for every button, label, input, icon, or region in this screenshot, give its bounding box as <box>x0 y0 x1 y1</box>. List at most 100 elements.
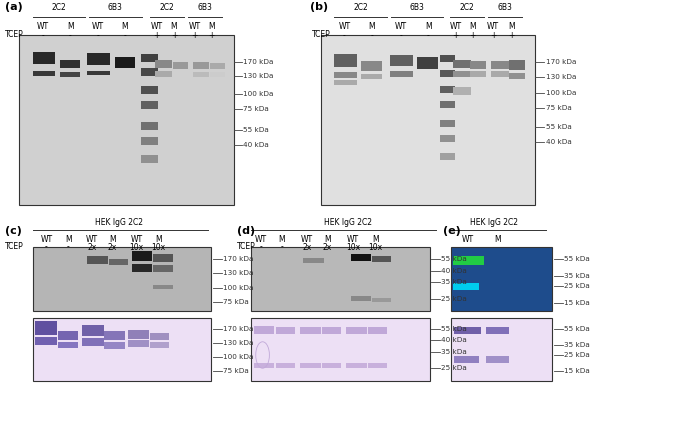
Text: 40 kDa: 40 kDa <box>441 337 467 344</box>
Text: 6B3: 6B3 <box>410 4 425 12</box>
Text: HEK IgG 2C2: HEK IgG 2C2 <box>95 218 143 227</box>
Text: TCEP: TCEP <box>5 30 24 39</box>
Text: 170 kDa: 170 kDa <box>223 326 254 332</box>
Bar <box>276 363 295 368</box>
Bar <box>453 71 471 77</box>
Text: 15 kDa: 15 kDa <box>564 368 590 374</box>
Text: M: M <box>469 22 476 31</box>
Text: 2x: 2x <box>87 243 97 251</box>
Bar <box>334 54 357 67</box>
Text: 2x: 2x <box>323 243 332 251</box>
Bar <box>346 363 367 368</box>
Bar <box>141 155 158 163</box>
Text: 55 kDa: 55 kDa <box>441 326 467 332</box>
Bar <box>334 80 357 85</box>
Bar <box>254 363 274 368</box>
Text: +: + <box>452 31 459 40</box>
Text: 55 kDa: 55 kDa <box>564 256 590 262</box>
Bar <box>35 337 57 345</box>
Text: -: - <box>69 31 72 40</box>
Text: (c): (c) <box>5 226 23 236</box>
Bar <box>251 318 430 381</box>
Text: 170 kDa: 170 kDa <box>546 59 576 65</box>
Bar <box>470 61 486 69</box>
Text: 100 kDa: 100 kDa <box>223 284 254 291</box>
Text: 170 kDa: 170 kDa <box>223 256 254 262</box>
Text: WT: WT <box>449 22 462 31</box>
Bar <box>334 72 357 78</box>
Text: 35 kDa: 35 kDa <box>441 349 467 355</box>
Bar <box>453 60 471 68</box>
Text: TCEP: TCEP <box>5 242 24 251</box>
Bar <box>141 122 158 130</box>
Bar <box>35 321 57 335</box>
Text: 75 kDa: 75 kDa <box>223 368 249 374</box>
Bar <box>351 296 371 301</box>
Bar <box>351 254 371 261</box>
Text: M: M <box>67 22 74 31</box>
Bar <box>132 264 152 272</box>
Text: +: + <box>508 31 515 40</box>
Text: WT: WT <box>188 22 201 31</box>
Text: -: - <box>370 31 373 40</box>
Text: 35 kDa: 35 kDa <box>441 279 467 285</box>
Text: 55 kDa: 55 kDa <box>546 123 572 130</box>
Text: 75 kDa: 75 kDa <box>223 299 249 305</box>
Text: 10x: 10x <box>151 243 165 251</box>
Bar <box>58 342 78 348</box>
Text: 130 kDa: 130 kDa <box>243 73 274 79</box>
Text: HEK IgG 2C2: HEK IgG 2C2 <box>324 218 372 227</box>
Text: 55 kDa: 55 kDa <box>564 326 590 332</box>
Bar <box>276 327 295 334</box>
Bar <box>453 87 471 95</box>
Bar <box>193 72 209 77</box>
Bar <box>141 54 158 62</box>
Bar <box>33 318 211 381</box>
Text: 75 kDa: 75 kDa <box>546 105 572 111</box>
Bar <box>173 62 188 69</box>
Text: -: - <box>343 31 346 40</box>
Bar <box>210 63 225 69</box>
Text: WT: WT <box>255 235 267 243</box>
Bar <box>153 265 173 272</box>
Text: (b): (b) <box>310 2 329 12</box>
Text: M: M <box>368 22 375 31</box>
Text: (d): (d) <box>237 226 256 236</box>
Bar <box>440 120 455 127</box>
Text: +: + <box>153 31 160 40</box>
Bar <box>368 327 387 334</box>
Text: -: - <box>123 31 126 40</box>
Bar <box>87 71 110 75</box>
Text: WT: WT <box>37 22 49 31</box>
Text: (a): (a) <box>5 2 23 12</box>
Text: 10x: 10x <box>130 243 143 251</box>
Bar <box>322 363 341 368</box>
Text: M: M <box>208 22 215 31</box>
Text: -: - <box>45 243 48 251</box>
Text: WT: WT <box>487 22 499 31</box>
Text: (e): (e) <box>443 226 461 236</box>
Bar <box>486 327 509 334</box>
Text: WT: WT <box>301 235 313 243</box>
Bar <box>372 256 391 262</box>
Bar <box>104 331 125 340</box>
Bar <box>390 55 413 66</box>
Bar <box>87 53 110 65</box>
Bar <box>346 327 367 334</box>
Text: +: + <box>469 31 476 40</box>
Bar <box>60 72 80 77</box>
Text: M: M <box>372 235 379 243</box>
Bar <box>153 254 173 262</box>
Bar <box>115 57 135 68</box>
Bar <box>440 135 455 142</box>
Text: 15 kDa: 15 kDa <box>564 299 590 306</box>
Text: 2C2: 2C2 <box>51 4 66 12</box>
Bar <box>451 318 552 381</box>
Text: TCEP: TCEP <box>237 242 256 251</box>
Text: -: - <box>67 243 70 251</box>
Bar <box>141 68 158 76</box>
Text: WT: WT <box>91 22 104 31</box>
Bar <box>361 61 382 71</box>
Bar <box>440 86 455 93</box>
Bar <box>491 71 509 77</box>
